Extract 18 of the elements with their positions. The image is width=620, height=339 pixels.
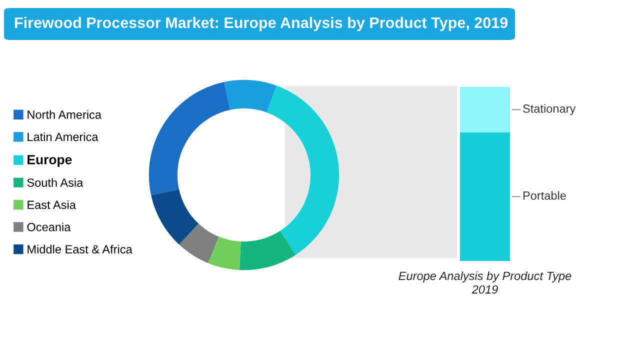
donut-slice <box>151 189 199 245</box>
donut-slice <box>208 236 241 270</box>
donut-slice <box>148 82 230 196</box>
series-label: Stationary <box>523 104 576 116</box>
donut-slice <box>224 80 277 112</box>
legend-label: South Asia <box>27 178 84 187</box>
donut-slice <box>266 86 340 255</box>
chart-title: Firewood Processor Market: Europe Analysis by Product Type, 2019 <box>15 16 508 32</box>
donut-slice <box>179 224 219 264</box>
legend-label: East Asia <box>28 200 76 210</box>
x-axis-title: Europe Analysis by Product Type 2019 <box>398 271 572 294</box>
legend-label: Oceania <box>27 222 71 232</box>
series-label: Portable <box>523 191 566 200</box>
legend-label: Europe <box>28 155 72 167</box>
legend-label: Latin America <box>28 132 98 142</box>
legend-label: North America <box>28 110 102 119</box>
legend-label: Middle East & Africa <box>28 244 132 254</box>
donut-slice <box>239 230 296 270</box>
